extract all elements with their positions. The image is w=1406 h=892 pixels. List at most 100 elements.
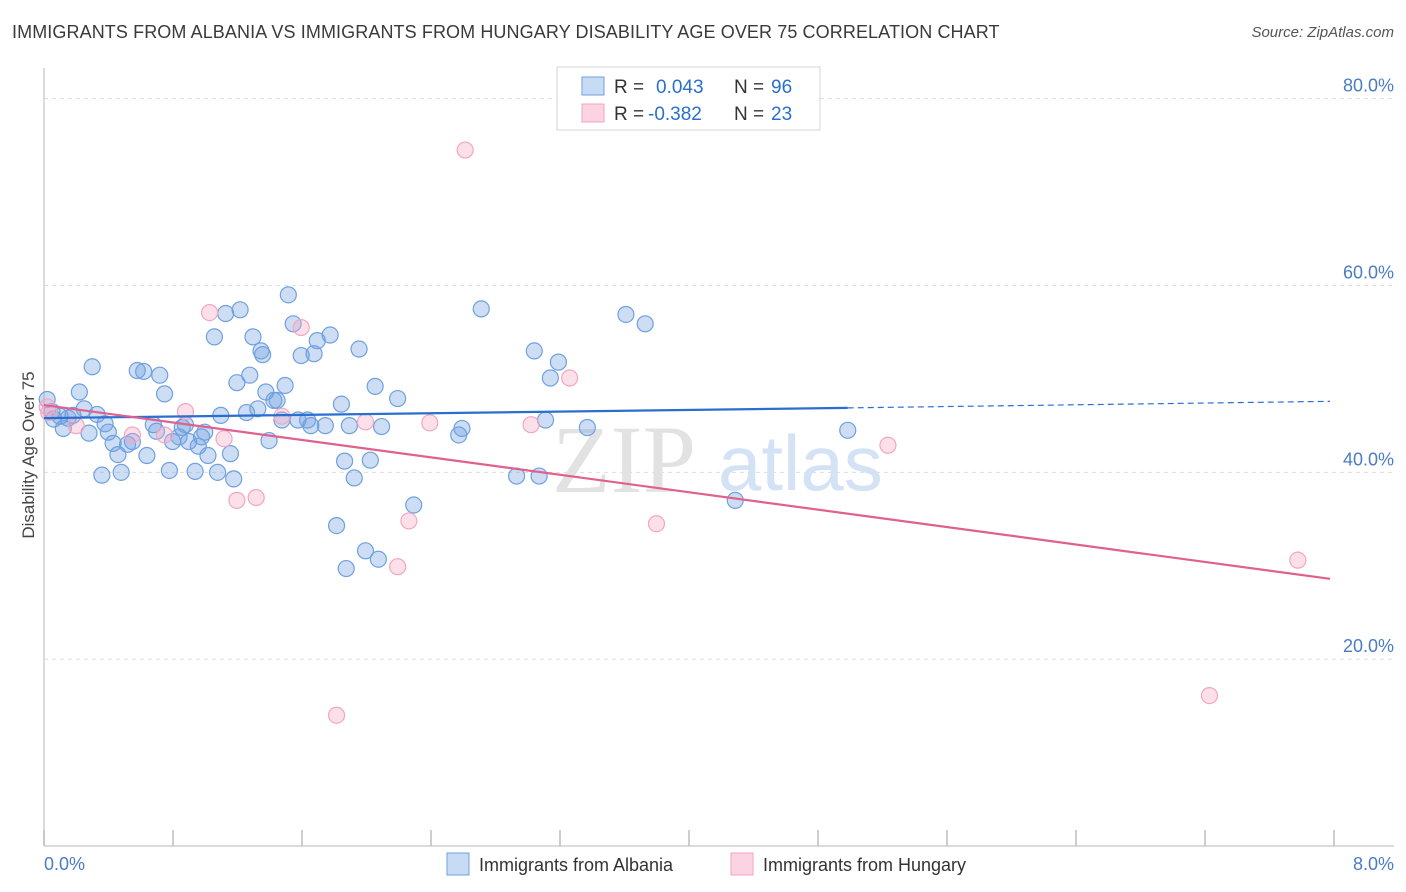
source-label: Source: ZipAtlas.com bbox=[1251, 24, 1394, 41]
hungary-point-18 bbox=[522, 416, 540, 434]
hungary-point-13 bbox=[356, 413, 375, 431]
watermark-atlas: atlas bbox=[718, 419, 883, 507]
albania-point-91 bbox=[617, 305, 635, 324]
albania-point-78 bbox=[389, 389, 407, 408]
albania-point-26 bbox=[155, 385, 174, 403]
trend-lines bbox=[43, 400, 1331, 580]
albania-point-38 bbox=[205, 328, 223, 346]
y-tick-label-20: 20.0% bbox=[1343, 636, 1394, 656]
albania-point-58 bbox=[284, 315, 302, 333]
albania-point-54 bbox=[268, 391, 286, 410]
y-tick-label-80: 80.0% bbox=[1343, 76, 1394, 96]
albania-point-21 bbox=[135, 362, 153, 381]
albania-point-18 bbox=[118, 435, 137, 453]
x-tick-label-0: 0.0% bbox=[44, 854, 85, 874]
legend-swatch-albania bbox=[581, 76, 605, 96]
bottom-legend-label-albania: Immigrants from Albania bbox=[479, 855, 674, 875]
hungary-point-16 bbox=[421, 414, 439, 432]
y-tick-label-40: 40.0% bbox=[1343, 449, 1394, 469]
hungary-point-8 bbox=[228, 491, 246, 509]
albania-point-37 bbox=[199, 446, 217, 465]
albania-point-24 bbox=[147, 422, 166, 440]
albania-point-79 bbox=[405, 496, 423, 514]
albania-point-60 bbox=[292, 346, 310, 365]
albania-point-42 bbox=[221, 445, 240, 463]
albania-point-4 bbox=[54, 419, 72, 438]
albania-point-63 bbox=[305, 345, 323, 363]
albania-point-22 bbox=[138, 446, 156, 465]
hungary-point-17 bbox=[456, 141, 474, 159]
albania-point-61 bbox=[299, 411, 317, 429]
albania-point-10 bbox=[83, 358, 101, 376]
hungary-point-23 bbox=[1289, 551, 1307, 569]
albania-point-27 bbox=[160, 461, 178, 480]
albania-point-67 bbox=[327, 516, 346, 535]
albania-point-87 bbox=[536, 411, 555, 429]
axes bbox=[43, 68, 1394, 847]
legend-n-value-albania: 96 bbox=[771, 77, 792, 98]
x-tick-label-1: 8.0% bbox=[1353, 854, 1394, 874]
albania-point-25 bbox=[151, 366, 169, 384]
albania-point-56 bbox=[276, 376, 294, 395]
hungary-point-9 bbox=[247, 488, 265, 507]
albania-point-48 bbox=[244, 328, 262, 346]
albania-point-90 bbox=[578, 418, 596, 437]
hungary-point-19 bbox=[561, 369, 579, 387]
watermark-zip: ZIP bbox=[552, 406, 696, 513]
hungary-point-10 bbox=[273, 407, 291, 425]
albania-point-83 bbox=[472, 300, 490, 318]
y-tick-labels: 20.0% 40.0% 60.0% 80.0% bbox=[1343, 76, 1394, 656]
albania-point-75 bbox=[366, 377, 384, 395]
legend-r-label-albania: R = bbox=[614, 77, 644, 98]
albania-point-41 bbox=[217, 304, 235, 323]
x-ticks bbox=[43, 830, 1335, 846]
albania-point-92 bbox=[636, 315, 654, 333]
albania-point-68 bbox=[332, 395, 350, 413]
albania-point-12 bbox=[93, 466, 111, 484]
albania-point-62 bbox=[302, 417, 320, 435]
albania-point-43 bbox=[225, 470, 243, 488]
hungary-point-7 bbox=[215, 430, 233, 448]
hungary-point-12 bbox=[327, 706, 346, 724]
albania-point-14 bbox=[99, 423, 117, 441]
albania-point-69 bbox=[336, 452, 354, 470]
albania-point-15 bbox=[104, 434, 122, 452]
legend-r-value-albania: 0.043 bbox=[656, 77, 704, 98]
albania-point-80 bbox=[337, 559, 355, 578]
albania-point-94 bbox=[839, 421, 857, 439]
hungary-points bbox=[38, 141, 1307, 724]
legend-n-label-hungary: N = bbox=[734, 104, 764, 125]
bottom-legend-swatch-albania bbox=[446, 852, 470, 876]
chart-title: IMMIGRANTS FROM ALBANIA VS IMMIGRANTS FR… bbox=[12, 22, 1000, 42]
albania-points bbox=[38, 286, 857, 578]
y-tick-label-60: 60.0% bbox=[1343, 263, 1394, 283]
albania-point-39 bbox=[209, 463, 227, 481]
albania-point-65 bbox=[316, 417, 334, 435]
hungary-point-1 bbox=[40, 403, 58, 422]
albania-point-17 bbox=[112, 463, 130, 481]
albania-point-73 bbox=[356, 542, 375, 560]
albania-point-70 bbox=[340, 417, 359, 435]
hungary-point-4 bbox=[155, 426, 174, 444]
albania-point-93 bbox=[726, 491, 744, 509]
hungary-trend-line bbox=[43, 403, 1331, 580]
albania-point-82 bbox=[453, 419, 471, 438]
hungary-point-3 bbox=[123, 426, 142, 444]
hungary-point-15 bbox=[400, 512, 418, 530]
albania-point-76 bbox=[369, 550, 387, 568]
albania-point-57 bbox=[279, 286, 297, 304]
albania-point-71 bbox=[345, 469, 363, 487]
hungary-point-20 bbox=[647, 515, 666, 533]
legend-n-value-hungary: 23 bbox=[771, 104, 792, 125]
legend-r-value-hungary: -0.382 bbox=[648, 104, 702, 125]
legend-r-label-hungary: R = bbox=[614, 104, 644, 125]
bottom-legend-swatch-hungary bbox=[730, 852, 754, 876]
albania-point-85 bbox=[525, 342, 543, 360]
hungary-point-22 bbox=[1200, 687, 1219, 705]
albania-trend-line bbox=[43, 406, 848, 420]
albania-point-7 bbox=[70, 383, 88, 401]
albania-point-66 bbox=[321, 326, 339, 344]
albania-point-95 bbox=[254, 346, 272, 364]
albania-point-77 bbox=[372, 417, 391, 436]
